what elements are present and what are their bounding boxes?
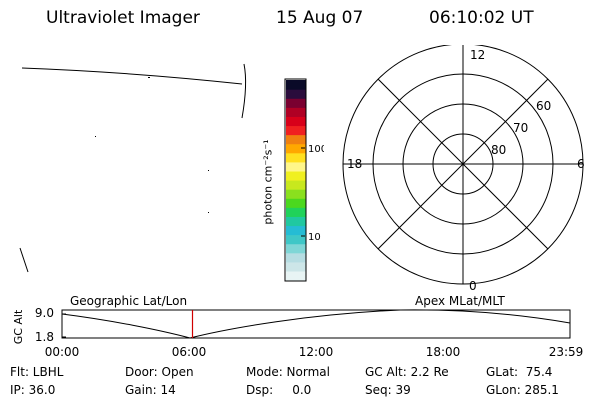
colorbar-cell	[286, 234, 306, 245]
colorbar-cell	[286, 125, 306, 136]
geo-lat-status: GLat: 75.4	[486, 365, 553, 379]
colorbar-cell	[286, 107, 306, 117]
altitude-curve	[61, 309, 571, 339]
timeline-frame	[61, 309, 571, 339]
colorbar-cell	[286, 270, 306, 281]
colorbar: 100 10	[284, 78, 324, 282]
ip-status: IP: 36.0	[10, 383, 56, 397]
door-status: Door: Open	[125, 365, 194, 379]
gc-alt-status: GC Alt: 2.2 Re	[365, 365, 449, 379]
instrument-title: Ultraviolet Imager	[46, 8, 200, 28]
geographic-image-panel	[19, 63, 247, 273]
diagonal-b	[377, 78, 549, 250]
x-tick-label: 00:00	[45, 345, 80, 359]
colorbar-frame	[284, 78, 307, 282]
x-tick-label: 18:00	[426, 345, 461, 359]
earth-limb-edge	[241, 63, 247, 119]
colorbar-cell	[286, 170, 306, 181]
y-tick-high: 9.0	[35, 306, 54, 320]
filter-status: Flt: LBHL	[10, 365, 64, 379]
x-tick-label: 23:59	[549, 345, 584, 359]
mode-status: Mode: Normal	[246, 365, 330, 379]
mlt-label-0: 0	[469, 279, 477, 293]
gc-alt-axis-label: GC Alt	[12, 309, 25, 344]
colorbar-cell	[286, 152, 306, 163]
mlt-label-12: 12	[470, 48, 485, 62]
colorbar-cell	[286, 180, 306, 190]
mlat-label-80: 80	[491, 143, 506, 157]
colorbar-cell	[286, 243, 306, 254]
earth-limb-fragment	[19, 247, 29, 273]
observation-date: 15 Aug 07	[276, 8, 364, 28]
colorbar-cell	[286, 189, 306, 199]
image-speck	[208, 170, 209, 171]
apex-mlat-mlt-header: Apex MLat/MLT	[415, 294, 505, 308]
colorbar-scale	[286, 80, 306, 281]
colorbar-label-10: 10	[308, 232, 321, 243]
colorbar-cell	[286, 143, 306, 154]
colorbar-cell	[286, 134, 306, 145]
sequence-status: Seq: 39	[365, 383, 411, 397]
geo-lon-status: GLon: 285.1	[486, 383, 559, 397]
gain-status: Gain: 14	[125, 383, 176, 397]
x-tick-label: 12:00	[299, 345, 334, 359]
colorbar-cell	[286, 261, 306, 272]
colorbar-cell	[286, 207, 306, 217]
earth-limb-arc	[21, 67, 243, 85]
colorbar-cell	[286, 116, 306, 127]
orbit-altitude-timeline: Geographic Lat/Lon Apex MLat/MLT GC Alt …	[12, 294, 584, 359]
colorbar-cell	[286, 80, 306, 90]
x-tick-label: 06:00	[172, 345, 207, 359]
colorbar-cell	[286, 89, 306, 99]
mlat-label-70: 70	[513, 121, 528, 135]
dsp-status: Dsp: 0.0	[246, 383, 312, 397]
polar-mlt-plot: 12 6 18 0 60 70 80	[342, 45, 585, 293]
mlt-label-6: 6	[577, 157, 585, 171]
colorbar-cell	[286, 216, 306, 227]
image-speck	[148, 77, 150, 78]
image-speck	[95, 136, 96, 137]
colorbar-cell	[286, 161, 306, 172]
mlat-label-60: 60	[536, 99, 551, 113]
colorbar-cell	[286, 98, 306, 108]
y-tick-low: 1.8	[35, 330, 54, 344]
colorbar-cell	[286, 252, 306, 263]
image-speck	[208, 212, 209, 213]
observation-time: 06:10:02 UT	[429, 8, 534, 28]
colorbar-cell	[286, 198, 306, 208]
colorbar-cell	[286, 225, 306, 236]
geographic-latlon-header: Geographic Lat/Lon	[70, 294, 187, 308]
colorbar-label-100: 100	[308, 144, 324, 155]
mlt-label-18: 18	[347, 157, 362, 171]
